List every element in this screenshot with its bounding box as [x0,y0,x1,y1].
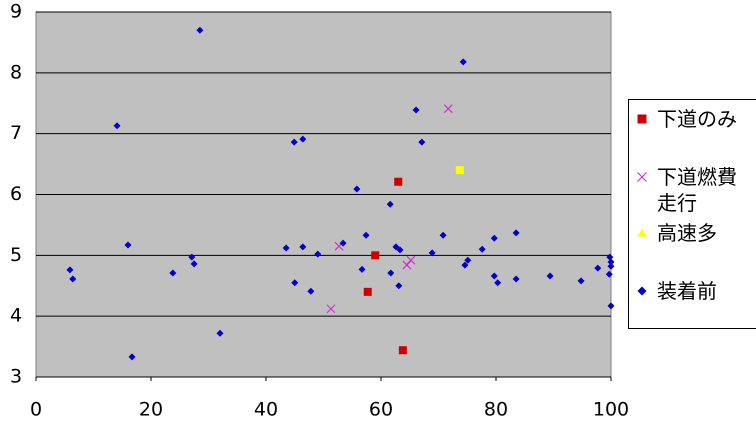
point [387,269,395,277]
point [314,250,322,258]
y-tick-label: 6 [10,183,22,205]
point [69,275,77,283]
point [392,243,400,251]
point [196,26,204,34]
x-tick-label: 80 [484,399,508,421]
point [577,277,585,285]
point [371,251,380,260]
point [464,256,472,264]
point [478,245,486,253]
point [113,122,121,130]
point [546,272,554,280]
x-tick-label: 40 [254,399,278,421]
marker [637,286,647,296]
point [607,302,615,310]
point [66,266,74,274]
point [362,231,370,239]
point [512,275,520,283]
point [339,239,347,247]
point [455,166,464,175]
point [418,138,426,146]
point [307,287,315,295]
point [461,261,469,269]
point [439,231,447,239]
point [606,253,614,261]
point [594,264,602,272]
legend: 下道のみ下道燃費走行高速多装着前 [628,99,756,329]
legend-marker [637,114,647,124]
point [494,279,502,287]
legend-item: 高速多 [635,220,741,246]
point [299,135,307,143]
point [412,106,420,114]
point [290,138,298,146]
point [607,262,615,270]
legend-label: 下道のみ [657,107,737,131]
point [353,185,361,193]
point [398,346,407,355]
x-tick-label: 0 [30,399,42,421]
y-tick-label: 5 [10,244,22,266]
point [394,177,403,186]
point [395,282,403,290]
marker [637,172,647,182]
point [169,269,177,277]
point [326,304,336,314]
legend-marker [637,228,647,237]
x-tick-label: 100 [593,399,629,421]
y-tick-label: 7 [10,122,22,144]
point [386,200,394,208]
point [216,329,224,337]
point [459,58,467,66]
legend-item: 下道のみ [635,106,741,132]
point [291,279,299,287]
legend-label: 下道燃費走行 [657,165,737,215]
point [299,243,307,251]
y-tick-label: 9 [10,1,22,23]
point [188,253,196,261]
point [512,229,520,237]
point [443,104,453,114]
legend-label: 高速多 [657,221,717,245]
point [358,265,366,273]
x-tick-label: 20 [139,399,163,421]
legend-item: 下道燃費走行 [635,164,741,216]
marker [637,228,647,237]
y-tick-label: 3 [10,366,22,388]
y-tick-label: 8 [10,61,22,83]
point [605,270,613,278]
y-tick-label: 4 [10,305,22,327]
point [282,244,290,252]
point [363,287,372,296]
point [428,249,436,257]
point [490,234,498,242]
point [490,272,498,280]
point [190,260,198,268]
point [406,255,416,265]
point [396,246,404,254]
point [128,353,136,361]
marker [637,114,647,124]
point [607,258,615,266]
x-tick-label: 60 [369,399,393,421]
legend-label: 装着前 [657,279,717,303]
legend-item: 装着前 [635,278,741,304]
point [124,241,132,249]
legend-marker [637,286,647,296]
legend-marker [637,172,647,182]
